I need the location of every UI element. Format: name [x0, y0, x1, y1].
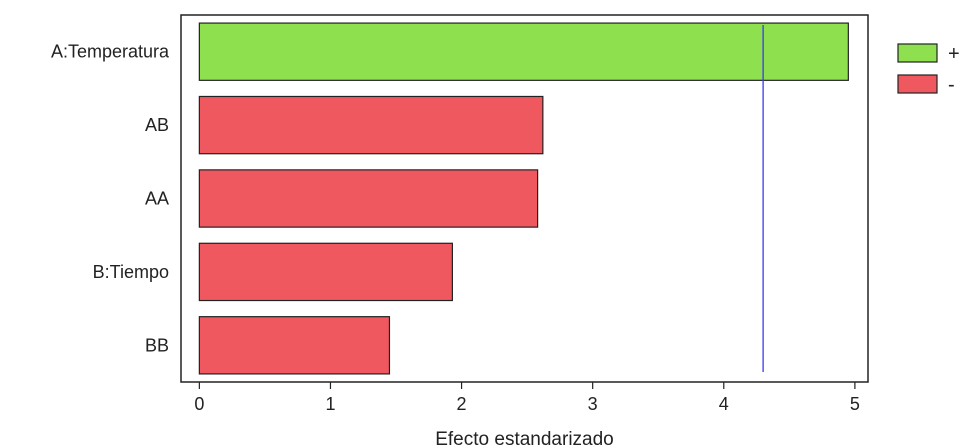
category-label: AA	[145, 189, 169, 209]
legend-label: -	[948, 74, 955, 96]
x-tick-label: 1	[325, 394, 335, 414]
bar-b-tiempo	[198, 242, 453, 302]
x-tick-label: 3	[588, 394, 598, 414]
bar-ab	[198, 95, 544, 155]
legend-swatch	[897, 74, 938, 94]
category-label: BB	[145, 335, 169, 355]
bar-bb	[198, 316, 391, 375]
category-label: B:Tiempo	[93, 262, 169, 282]
legend: +-	[897, 43, 960, 96]
legend-label: +	[948, 43, 960, 65]
category-label: AB	[145, 115, 169, 135]
x-tick-label: 4	[719, 394, 729, 414]
plot-area	[180, 14, 869, 383]
bar-a-temperatura	[198, 22, 849, 81]
category-label: A:Temperatura	[51, 42, 170, 62]
x-tick-label: 2	[457, 394, 467, 414]
bar-aa	[198, 169, 539, 228]
legend-swatch	[897, 43, 938, 63]
x-tick-label: 0	[194, 394, 204, 414]
x-axis-title: Efecto estandarizado	[435, 429, 614, 448]
x-tick-label: 5	[850, 394, 860, 414]
